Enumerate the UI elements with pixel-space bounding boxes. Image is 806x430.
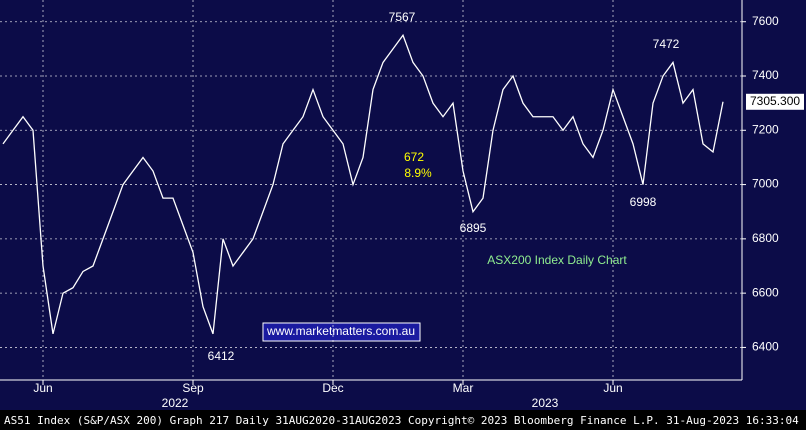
annotation: 6998 [630, 195, 657, 209]
x-tick-label: Sep [182, 381, 204, 395]
y-tick-label: 7000 [752, 177, 779, 191]
annotation: 6412 [208, 349, 235, 363]
annotation: 672 [404, 150, 424, 164]
y-tick-label: 6400 [752, 340, 779, 354]
x-tick-label: Jun [603, 381, 622, 395]
y-tick-label: 7600 [752, 14, 779, 28]
annotation: 7567 [389, 10, 416, 24]
watermark: www.marketmatters.com.au [266, 324, 415, 338]
annotation: 7472 [653, 37, 680, 51]
annotation: 6895 [460, 221, 487, 235]
year-label: 2022 [162, 396, 189, 410]
x-tick-label: Jun [33, 381, 52, 395]
watermark-box [262, 322, 421, 342]
y-tick-label: 7400 [752, 68, 779, 82]
footer: AS51 Index (S&P/ASX 200) Graph 217 Daily… [4, 414, 799, 427]
background [0, 0, 806, 410]
last-price-box [746, 93, 804, 110]
price-line [2, 33, 724, 335]
y-tick-label: 7200 [752, 122, 779, 136]
annotation: ASX200 Index Daily Chart [487, 253, 627, 267]
y-tick-label: 6600 [752, 285, 779, 299]
footer-band [0, 410, 806, 430]
y-tick-label: 6800 [752, 231, 779, 245]
year-label: 2023 [532, 396, 559, 410]
x-tick-label: Dec [322, 381, 343, 395]
x-tick-label: Mar [453, 381, 474, 395]
annotation: 8.9% [404, 166, 432, 180]
last-price: 7305.300 [750, 94, 800, 108]
